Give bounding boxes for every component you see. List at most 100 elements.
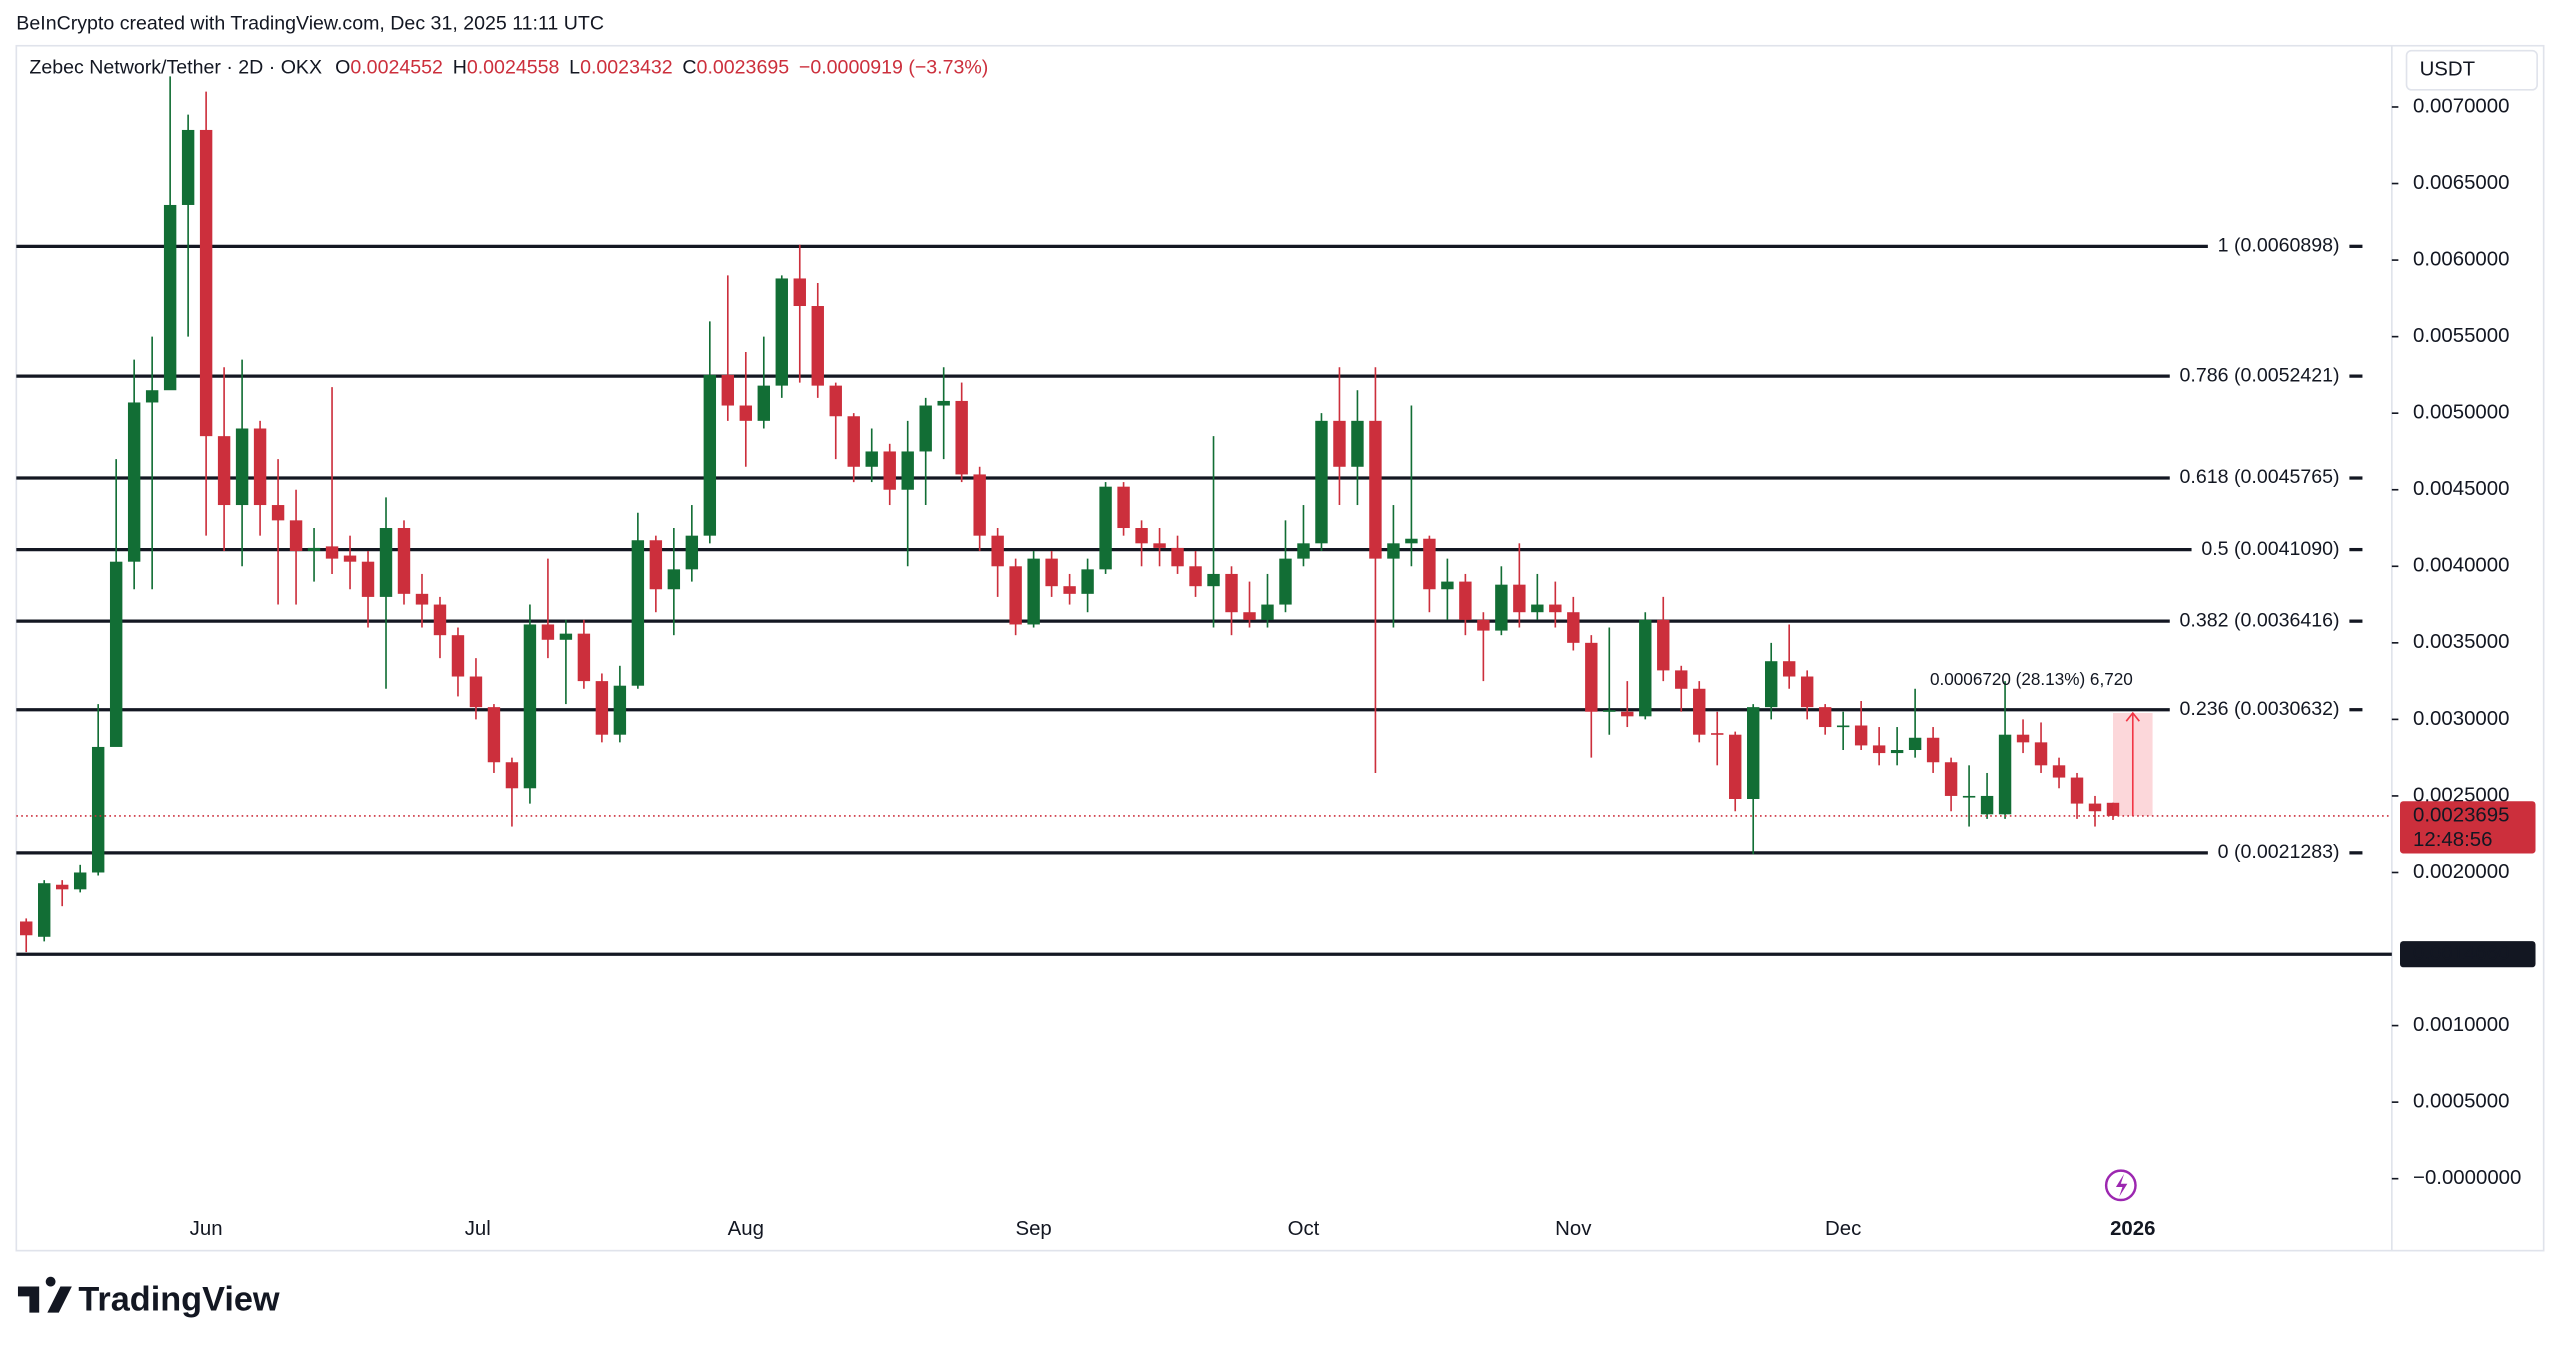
measure-label: 0.0006720 (28.13%) 6,720 [1930, 669, 2133, 689]
support-label: 0.0014660 [2413, 943, 2509, 965]
candle-body [1639, 619, 1652, 717]
candle-body [703, 374, 717, 536]
event-icon[interactable] [2104, 1169, 2137, 1202]
candle-body [2034, 742, 2048, 766]
y-tick-label: −0.0000000 [2413, 1167, 2521, 1189]
candle-body [739, 405, 753, 421]
candle-body [181, 129, 195, 205]
candle-body [577, 633, 591, 682]
o-letter: O [335, 57, 350, 79]
c-value: 0.0023695 [697, 57, 790, 79]
l-letter: L [569, 57, 580, 79]
candle-body [721, 374, 735, 406]
candle-body [901, 451, 914, 490]
candle-body [1585, 642, 1598, 712]
candle-body [1764, 661, 1778, 708]
y-tick-label: 0.0030000 [2413, 708, 2509, 730]
event-bolt [2115, 1173, 2128, 1197]
candle-body [1333, 420, 1346, 467]
l-value: 0.0023432 [580, 57, 673, 79]
candle-body [793, 278, 806, 307]
candle-body [487, 707, 501, 763]
candle-body [1243, 612, 1256, 620]
candle-body [1225, 573, 1238, 613]
x-tick-label: Aug [728, 1218, 764, 1240]
candle-body [2106, 802, 2120, 816]
candle-body [397, 528, 411, 594]
currency-box[interactable] [2405, 49, 2538, 91]
candle-body [1729, 734, 1742, 799]
currency[interactable]: USDT [2420, 59, 2476, 81]
x-tick-label: Oct [1288, 1218, 1320, 1240]
y-tick-label: 0.0065000 [2413, 172, 2509, 194]
candle-body [1711, 733, 1724, 735]
candle-body [1117, 486, 1130, 529]
candle-body [1908, 737, 1922, 751]
candle-body [847, 416, 860, 467]
candle-body [1836, 725, 1850, 728]
c-letter: C [682, 57, 696, 79]
candle-body [1675, 670, 1688, 689]
logo: TradingView [17, 1276, 280, 1318]
candle-body [1926, 737, 1940, 763]
candle-body [919, 405, 932, 452]
logo-mark [17, 1276, 72, 1313]
candle-body [829, 385, 842, 417]
candle-body [865, 451, 878, 467]
candle-body [595, 681, 609, 735]
y-tick-label: 0.0055000 [2413, 325, 2509, 347]
candle-body [343, 555, 357, 562]
candle-body [757, 385, 770, 421]
candle-body [1531, 604, 1544, 613]
candle-body [433, 604, 447, 636]
candle-body [469, 676, 483, 708]
candle-body [1423, 538, 1436, 590]
level-label: 0.786 (0.0052421) [2180, 364, 2340, 386]
x-tick-label: Nov [1555, 1218, 1592, 1240]
logo-text: TradingView [78, 1280, 280, 1318]
x-tick-label: Jun [190, 1218, 223, 1240]
candle-body [1063, 586, 1076, 594]
candle-body [271, 505, 285, 521]
candle-body [235, 428, 249, 506]
candle-body [1872, 745, 1886, 754]
change: −0.0000919 (−3.73%) [799, 57, 988, 79]
level-label: 1 (0.0060898) [2218, 235, 2340, 257]
candle-body [1207, 573, 1220, 587]
price-box [2400, 801, 2536, 854]
symbol: Zebec Network/Tether · 2D · OKX [29, 57, 322, 79]
candle-body [1171, 547, 1184, 567]
candle-body [55, 884, 69, 890]
candle-body [775, 278, 788, 386]
candle-body [1279, 558, 1292, 605]
candle-body [361, 561, 375, 597]
candle-body [109, 561, 123, 747]
candle-body [1369, 420, 1382, 559]
candle-body [1603, 710, 1616, 712]
y-tick-label: 0.0060000 [2413, 248, 2509, 270]
candle-body [1657, 619, 1670, 671]
support-box [2400, 941, 2536, 968]
candle-body [325, 546, 339, 559]
candle-body [289, 520, 303, 551]
candle-body [523, 624, 537, 789]
candle-body [1405, 538, 1418, 544]
candle-body [613, 685, 627, 735]
candle-body [2052, 765, 2066, 778]
candle-body [955, 400, 968, 475]
candle-body [991, 535, 1004, 567]
candle-body [667, 569, 681, 590]
candle-body [1944, 762, 1958, 796]
candle-body [1297, 543, 1310, 559]
x-tick-label: 2026 [2110, 1218, 2155, 1240]
candle-body [38, 883, 51, 937]
candle-body [1477, 619, 1490, 631]
candle-body [217, 436, 231, 506]
candle-body [1495, 584, 1508, 631]
candle-body [1567, 612, 1580, 643]
candle-body [631, 540, 645, 686]
candle-body [1351, 420, 1364, 467]
